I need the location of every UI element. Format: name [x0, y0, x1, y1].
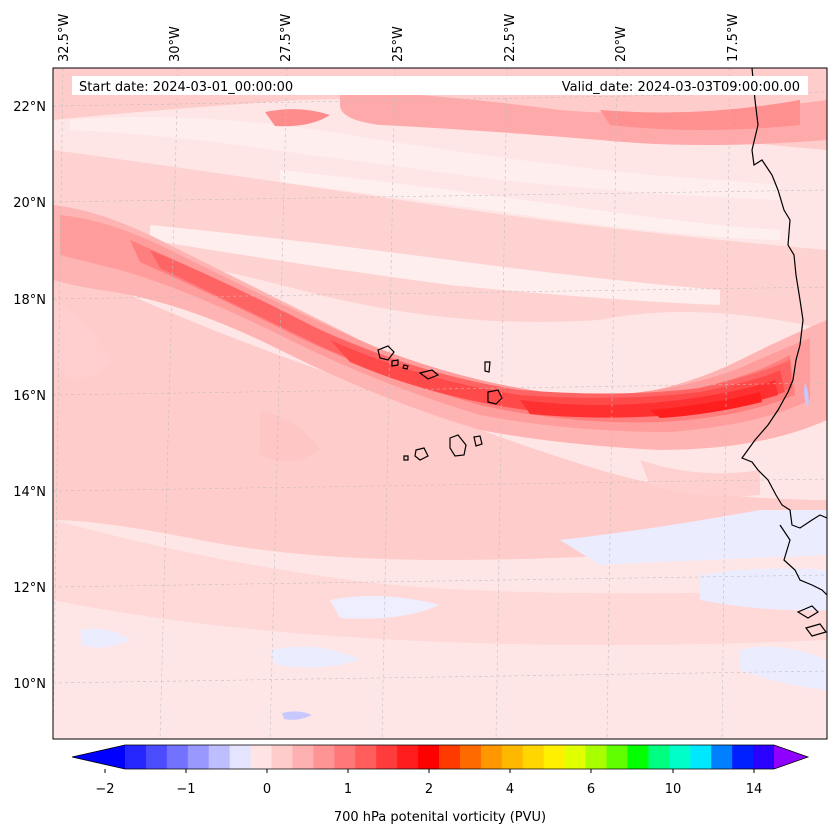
colorbar-swatch	[125, 745, 147, 769]
colorbar-swatch	[543, 745, 566, 769]
lat-label: 22°N	[13, 100, 46, 115]
colorbar-swatch	[208, 745, 231, 769]
latitude-labels: 22°N 20°N 18°N 16°N 14°N 12°N 10°N	[13, 100, 46, 692]
colorbar-tick-label: 2	[425, 782, 433, 797]
colorbar-swatch	[501, 745, 524, 769]
colorbar-tick-label: 6	[587, 782, 595, 797]
colorbar-swatch	[669, 745, 691, 769]
valid-date-label: Valid_date: 2024-03-03T09:00:00.00	[562, 80, 800, 95]
lat-label: 10°N	[13, 677, 46, 692]
colorbar-tick-labels: −2 −1 0 1 2 4 6 10 14	[95, 782, 762, 797]
lon-label: 27.5°W	[279, 14, 294, 62]
colorbar-outline	[71, 744, 810, 770]
colorbar-swatch	[564, 745, 587, 769]
longitude-labels: 32.5°W 30°W 27.5°W 25°W 22.5°W 20°W 17.5…	[57, 14, 741, 62]
colorbar-swatch	[418, 745, 440, 769]
colorbar-swatch	[459, 745, 482, 769]
colorbar-swatch	[648, 745, 670, 769]
lon-label: 32.5°W	[57, 14, 72, 62]
colorbar-swatch	[606, 745, 629, 769]
colorbar-swatch	[292, 745, 315, 769]
lon-label: 25°W	[391, 26, 406, 62]
colorbar-swatch	[334, 745, 356, 769]
colorbar-tick-label: 10	[665, 782, 682, 797]
colorbar-swatch	[271, 745, 294, 769]
coastline	[377, 68, 827, 637]
colorbar-swatch	[690, 745, 712, 769]
colorbar-swatch	[627, 745, 649, 769]
colorbar-tick-label: −2	[95, 782, 114, 797]
colorbar-tick-label: 0	[263, 782, 271, 797]
start-date-label: Start date: 2024-03-01_00:00:00	[79, 80, 293, 95]
colorbar-swatch	[166, 745, 189, 769]
colorbar-swatch	[753, 745, 775, 769]
colorbar-extend-min	[72, 745, 125, 769]
map-frame	[52, 67, 828, 740]
colorbar-swatch	[480, 745, 503, 769]
lon-label: 30°W	[168, 26, 183, 62]
lon-label: 20°W	[614, 26, 629, 62]
colorbar-swatch	[355, 745, 377, 769]
colorbar-swatch	[711, 745, 733, 769]
colorbar-tick-label: 1	[344, 782, 352, 797]
colorbar-swatch	[376, 745, 398, 769]
colorbar-title: 700 hPa potenital vorticity (PVU)	[334, 810, 546, 825]
colorbar-swatch	[187, 745, 210, 769]
colorbar-swatch	[313, 745, 335, 769]
colorbar-tick-label: −1	[176, 782, 195, 797]
colorbar-extend-max	[774, 745, 808, 769]
colorbar-swatch	[145, 745, 168, 769]
colorbar-swatch	[229, 745, 252, 769]
colorbar-swatch	[585, 745, 608, 769]
header-box	[72, 76, 808, 95]
colorbar-swatch	[522, 745, 545, 769]
lat-label: 18°N	[13, 293, 46, 308]
graticule	[52, 67, 828, 740]
colorbar-swatch	[732, 745, 754, 769]
pv-contour-fill	[53, 68, 827, 720]
lat-label: 16°N	[13, 389, 46, 404]
lat-label: 12°N	[13, 581, 46, 596]
colorbar	[71, 744, 810, 773]
colorbar-tick-label: 14	[746, 782, 763, 797]
colorbar-tick-label: 4	[506, 782, 514, 797]
lon-label: 22.5°W	[503, 14, 518, 62]
lon-label: 17.5°W	[726, 14, 741, 62]
colorbar-swatch	[250, 745, 273, 769]
lat-label: 14°N	[13, 485, 46, 500]
lat-label: 20°N	[13, 196, 46, 211]
colorbar-swatch	[439, 745, 461, 769]
colorbar-swatch	[397, 745, 419, 769]
